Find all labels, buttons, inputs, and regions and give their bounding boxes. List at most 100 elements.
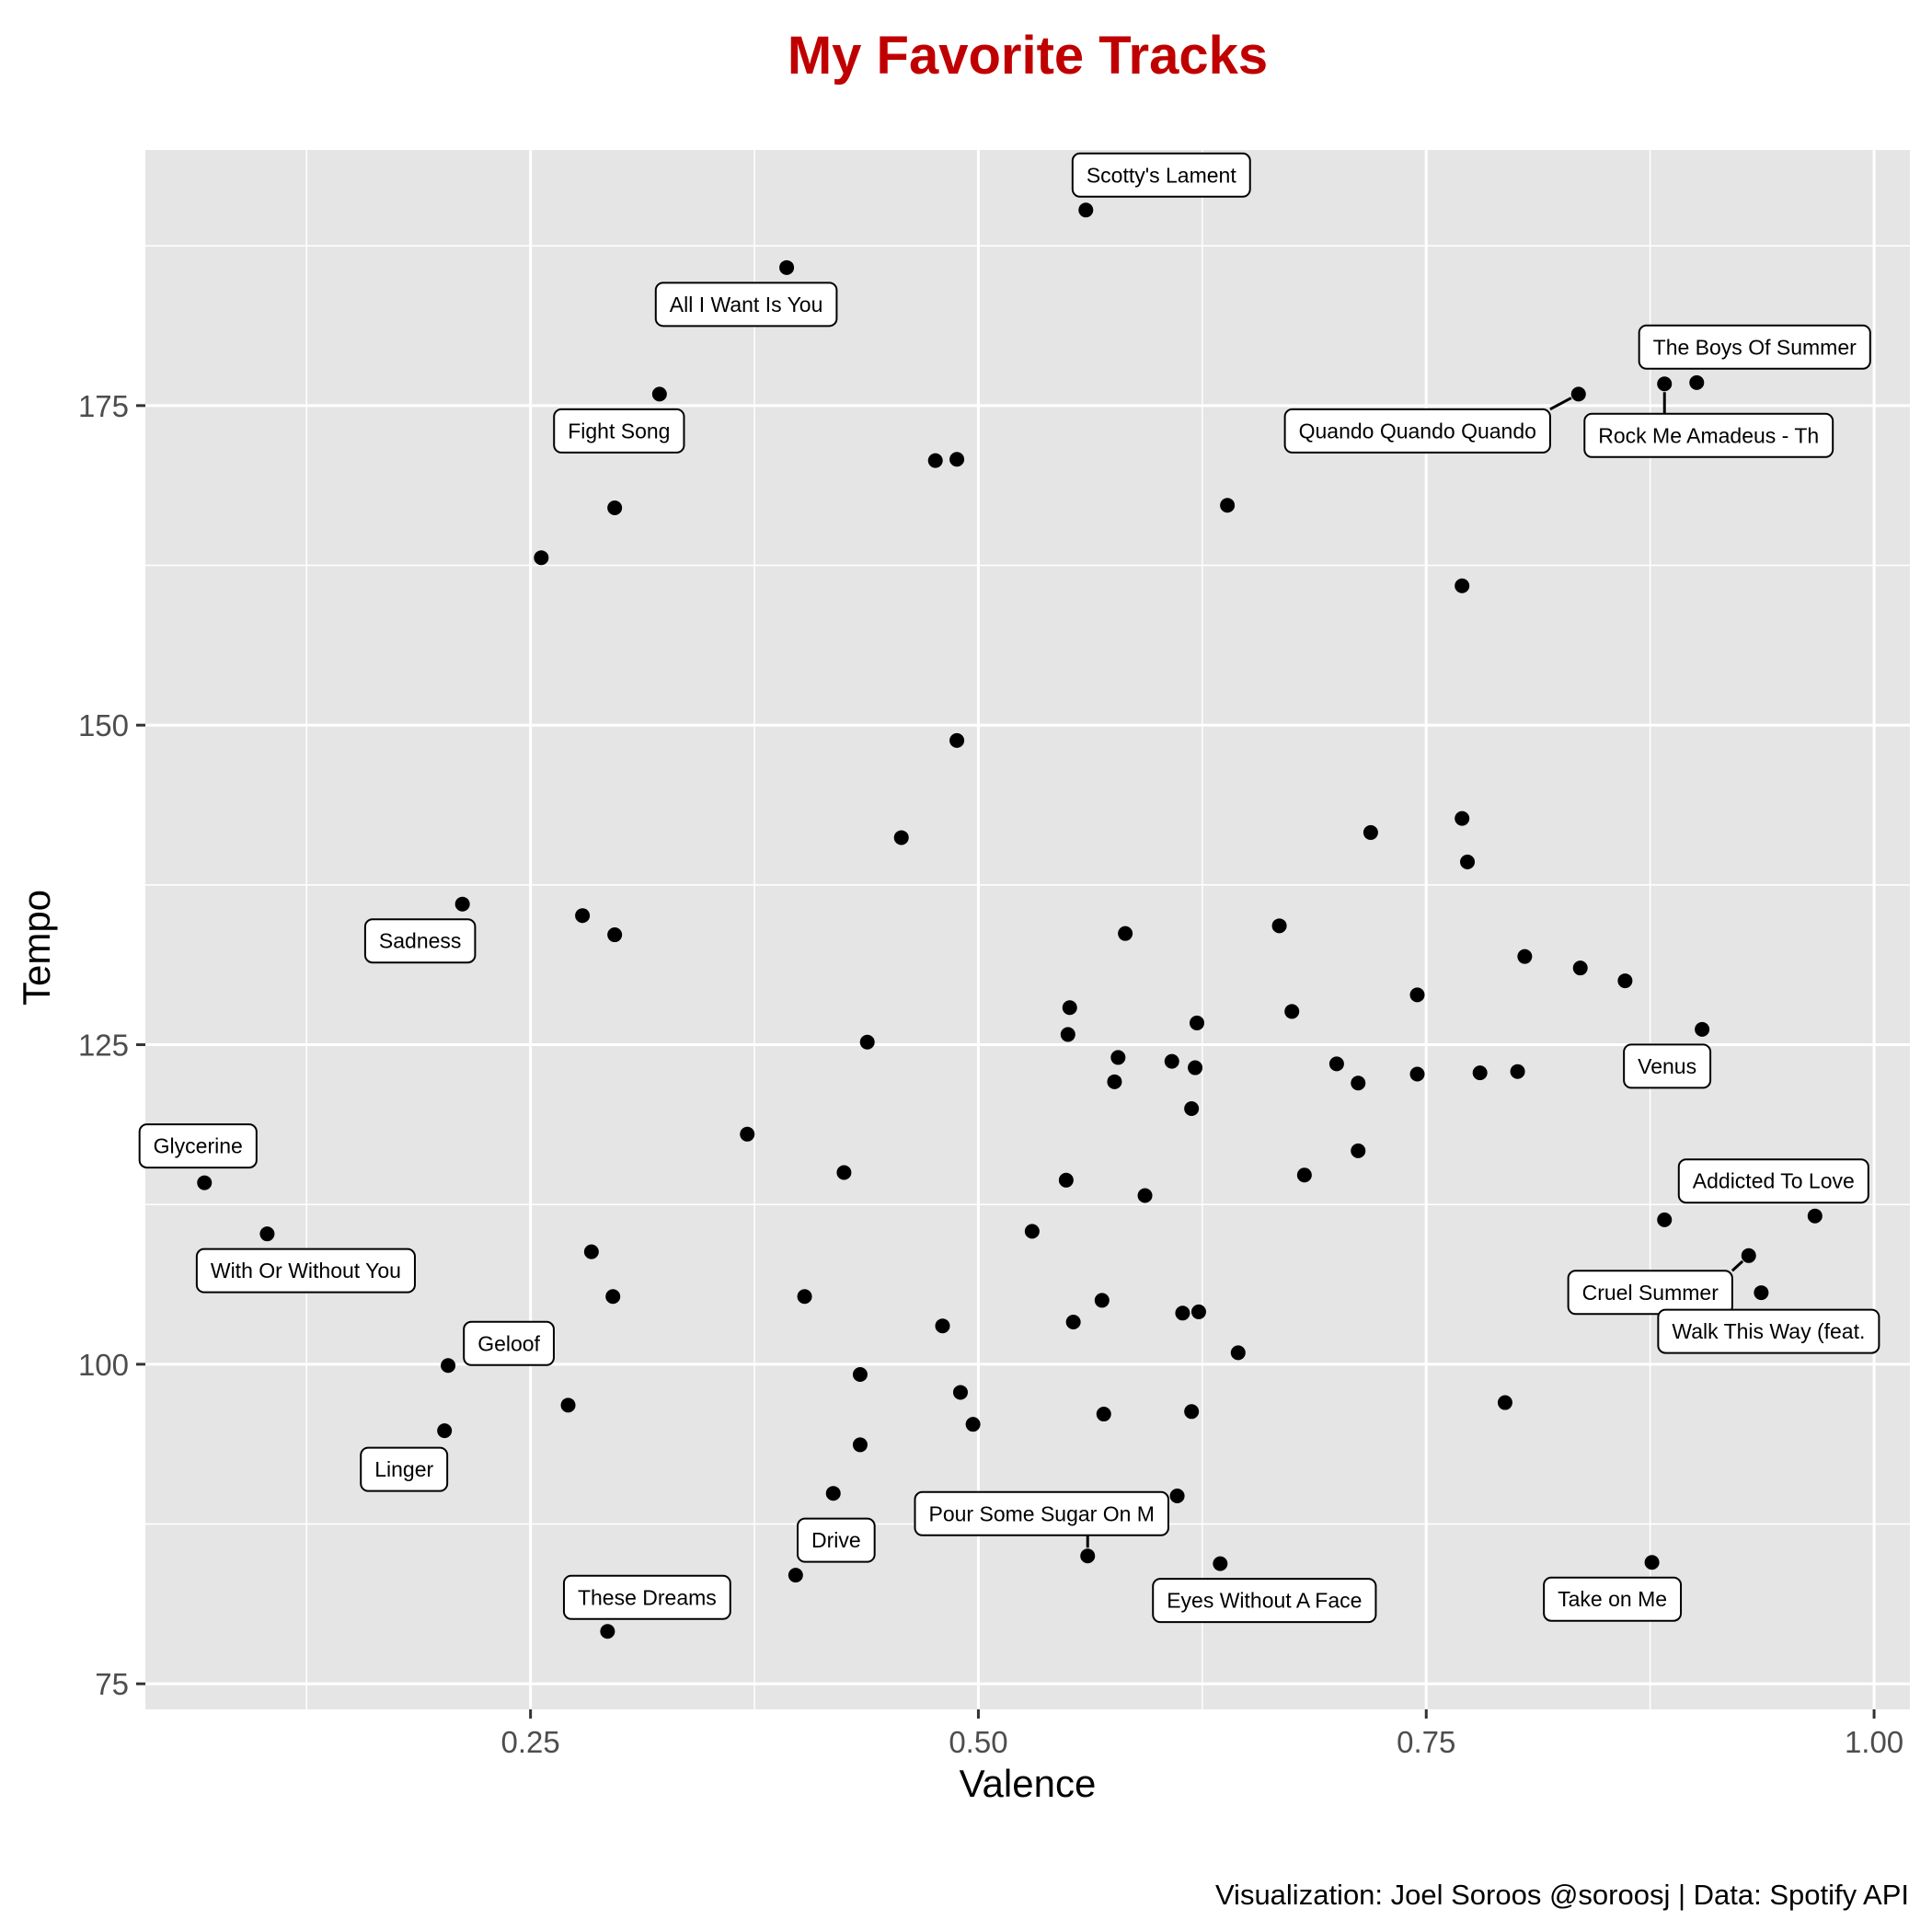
- axes: 0.25 0.50 0.75 1.00 75 100 125 150 175: [78, 389, 1903, 1759]
- track-label: Geloof: [463, 1320, 555, 1366]
- label-box: [360, 1446, 449, 1492]
- label-box: [1567, 1270, 1733, 1316]
- data-point: [852, 1437, 868, 1453]
- track-label: Quando Quando Quando: [1283, 397, 1572, 454]
- data-point: [1110, 1050, 1126, 1065]
- track-label: Linger: [360, 1446, 449, 1492]
- data-point: [454, 896, 470, 912]
- label-text: Drive: [811, 1528, 861, 1552]
- track-label: Rock Me Amadeus - Th: [1583, 392, 1834, 458]
- data-point: [779, 259, 795, 275]
- label-text: Glycerine: [154, 1134, 243, 1158]
- data-point: [1065, 1315, 1081, 1330]
- label-box: [1677, 1158, 1869, 1204]
- track-label: Venus: [1623, 1043, 1712, 1089]
- label-text: Take on Me: [1558, 1587, 1667, 1611]
- x-tick-label: 0.50: [949, 1725, 1007, 1759]
- data-point: [1363, 824, 1378, 840]
- label-box: [1071, 152, 1251, 198]
- data-point: [607, 927, 623, 943]
- data-point: [1190, 1015, 1205, 1030]
- label-box: [1657, 1308, 1880, 1354]
- label-leader-line: [1549, 397, 1572, 411]
- label-text: Sadness: [379, 929, 462, 953]
- data-point: [1190, 1304, 1206, 1319]
- data-point: [1510, 1064, 1525, 1079]
- data-point: [1094, 1293, 1110, 1308]
- data-point: [1695, 1021, 1710, 1037]
- label-box: [1152, 1578, 1377, 1624]
- data-point: [1118, 926, 1133, 941]
- label-text: Rock Me Amadeus - Th: [1598, 423, 1819, 447]
- track-label: Fight Song: [553, 408, 685, 454]
- x-axis-title: Valence: [960, 1762, 1097, 1805]
- data-point: [852, 1366, 868, 1382]
- label-text: Linger: [374, 1457, 433, 1481]
- track-label: These Dreams: [562, 1574, 731, 1620]
- data-point: [583, 1244, 599, 1259]
- data-point: [1284, 1004, 1300, 1019]
- data-point: [1617, 973, 1633, 989]
- data-point: [1184, 1404, 1200, 1420]
- y-tick-label: 150: [78, 708, 129, 742]
- label-box: [138, 1123, 258, 1169]
- label-text: Addicted To Love: [1693, 1169, 1855, 1193]
- label-text: Venus: [1638, 1054, 1696, 1078]
- label-text: Quando Quando Quando: [1299, 419, 1536, 443]
- chart-title: My Favorite Tracks: [788, 26, 1268, 86]
- label-box: [195, 1248, 416, 1294]
- data-point: [859, 1034, 875, 1050]
- data-point: [965, 1417, 981, 1432]
- data-point: [441, 1358, 456, 1374]
- data-point: [949, 732, 965, 748]
- data-point: [1351, 1143, 1366, 1158]
- data-point: [1096, 1407, 1111, 1422]
- track-label: The Boys Of Summer: [1638, 324, 1871, 370]
- label-text: All I Want Is You: [670, 293, 823, 316]
- data-point: [605, 1289, 621, 1305]
- data-point: [1455, 578, 1470, 593]
- data-point: [952, 1385, 968, 1400]
- data-point: [788, 1568, 803, 1583]
- label-box: [1543, 1576, 1683, 1622]
- data-point: [1060, 1027, 1075, 1042]
- track-label: Eyes Without A Face: [1152, 1578, 1377, 1624]
- track-label: Sadness: [363, 918, 477, 964]
- label-text: Pour Some Sugar On M: [929, 1501, 1155, 1525]
- data-point: [1296, 1167, 1312, 1183]
- data-point: [1517, 949, 1533, 964]
- data-point: [825, 1486, 841, 1501]
- label-text: The Boys Of Summer: [1653, 335, 1857, 359]
- y-axis-title: Tempo: [15, 890, 58, 1006]
- label-box: [654, 282, 838, 328]
- data-point: [1657, 376, 1673, 392]
- label-box: [1583, 412, 1834, 458]
- data-point: [1164, 1053, 1179, 1069]
- data-point: [560, 1397, 576, 1413]
- data-point: [1137, 1188, 1153, 1203]
- label-text: Fight Song: [568, 419, 670, 443]
- track-label: Cruel Summer: [1567, 1259, 1744, 1316]
- data-point: [1058, 1172, 1074, 1188]
- data-point: [1184, 1101, 1200, 1117]
- x-tick-label: 0.25: [501, 1725, 560, 1759]
- label-box: [363, 918, 477, 964]
- data-point: [836, 1165, 852, 1180]
- data-point: [935, 1318, 950, 1334]
- data-point: [197, 1175, 213, 1190]
- data-point: [1409, 1066, 1425, 1082]
- data-point: [1175, 1305, 1190, 1321]
- data-point: [607, 500, 623, 516]
- label-text: With Or Without You: [211, 1259, 401, 1282]
- data-point: [1572, 960, 1588, 976]
- label-text: These Dreams: [578, 1585, 717, 1609]
- data-point: [600, 1624, 615, 1639]
- track-label: With Or Without You: [195, 1248, 416, 1294]
- data-point: [1807, 1208, 1823, 1224]
- label-text: Walk This Way (feat.: [1672, 1319, 1865, 1343]
- data-point: [1230, 1345, 1246, 1361]
- data-point: [1754, 1285, 1769, 1301]
- y-tick-label: 100: [78, 1348, 129, 1382]
- label-text: Cruel Summer: [1582, 1281, 1719, 1305]
